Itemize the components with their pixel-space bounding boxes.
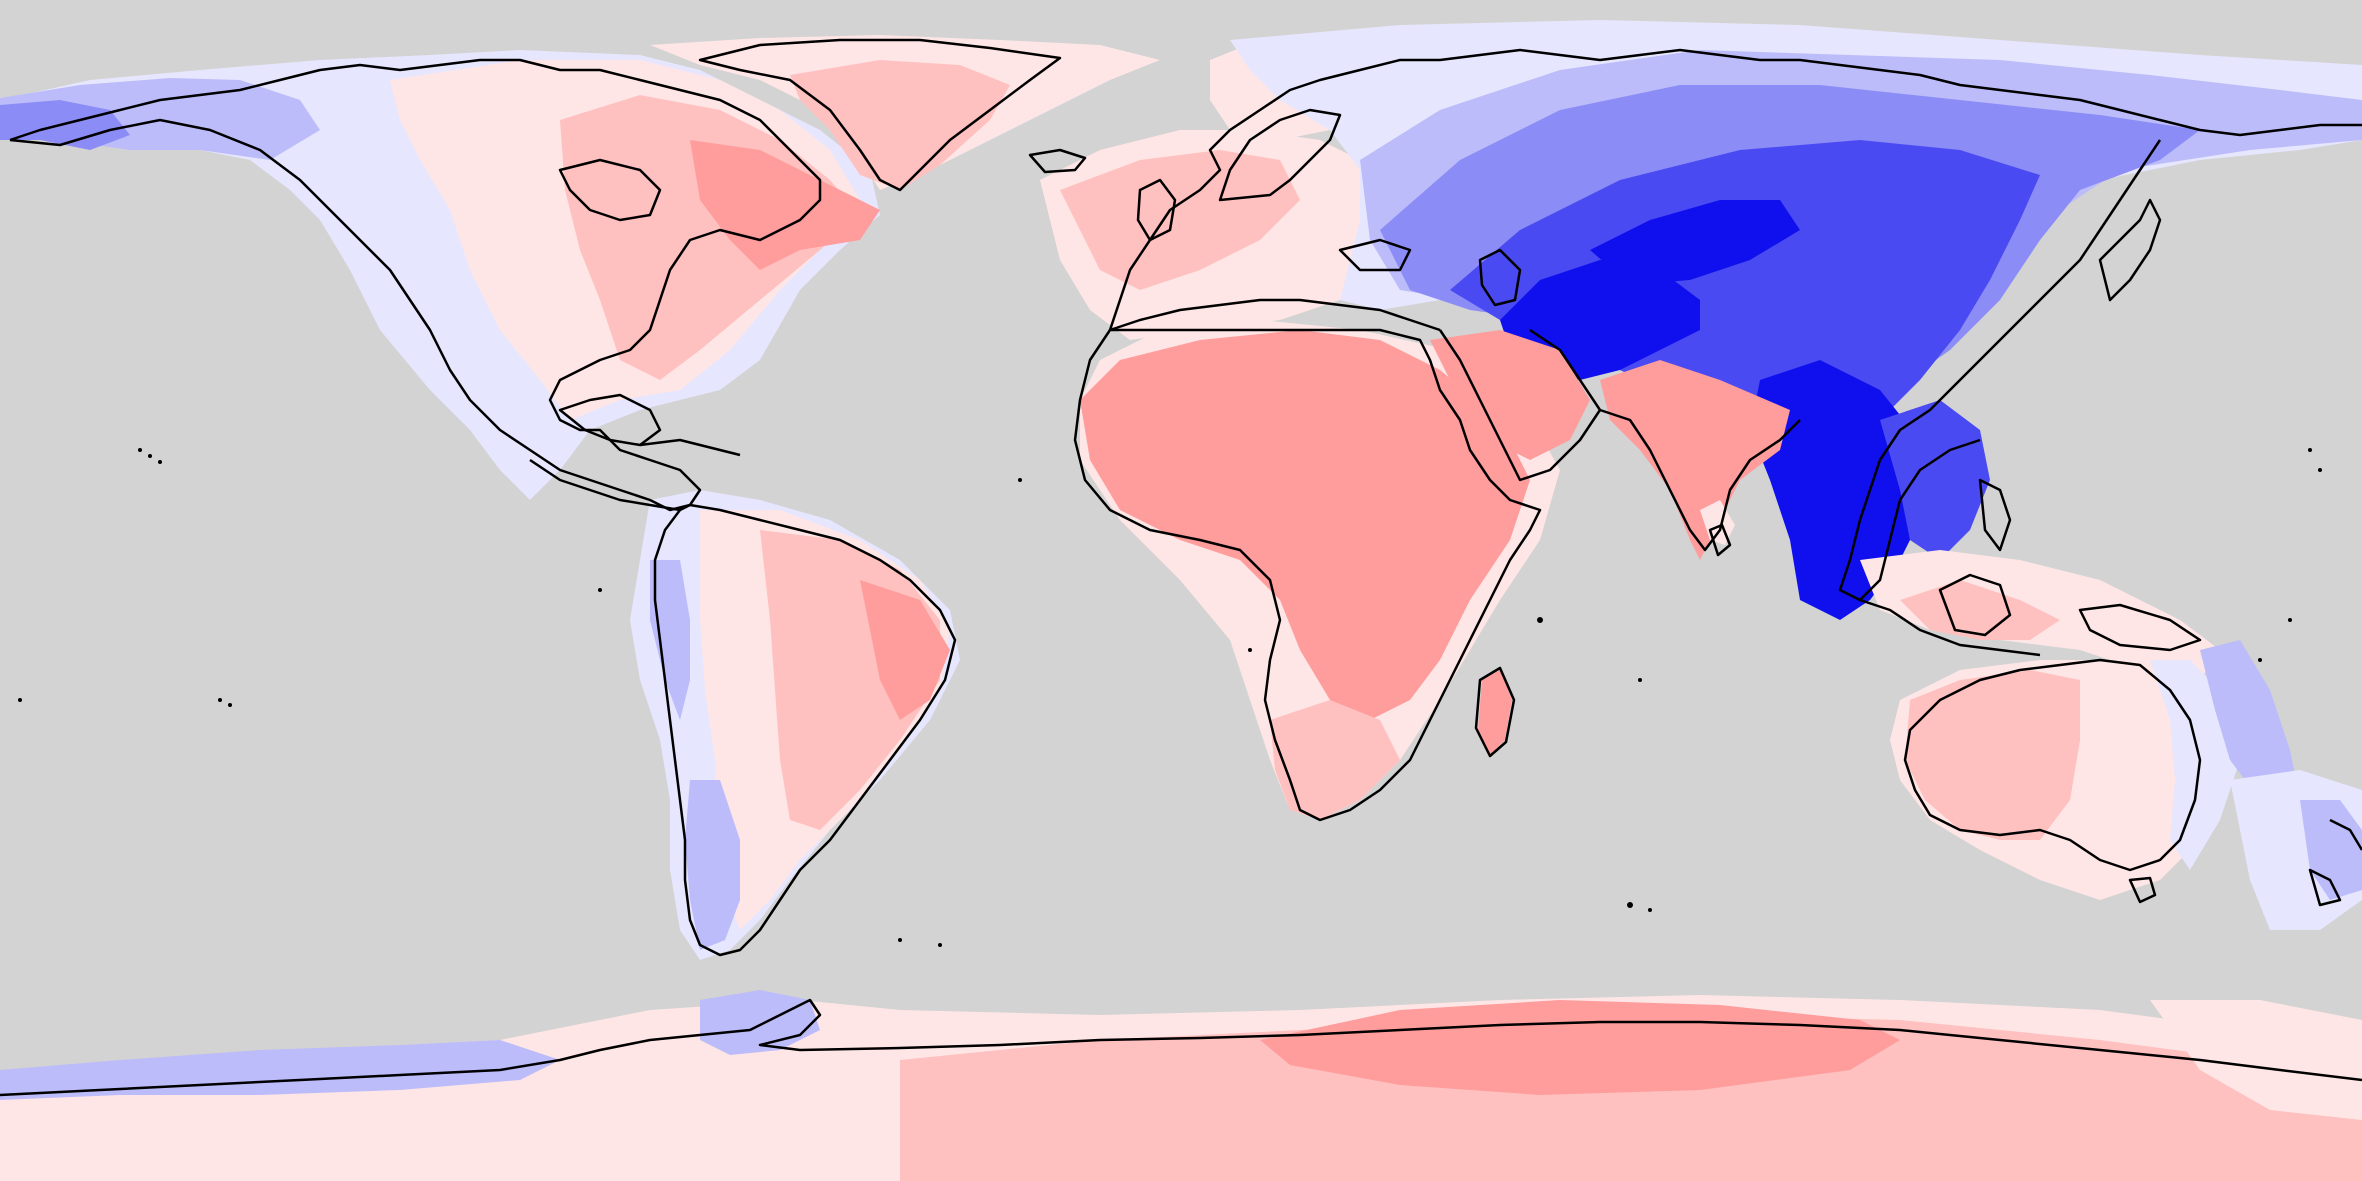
india-red (1600, 360, 1790, 560)
island-dot (598, 588, 602, 592)
coral-sea-blue (2200, 640, 2300, 800)
island-dot (1537, 617, 1543, 623)
coastline-tasmania (2128, 876, 2157, 904)
island-dot (148, 454, 152, 458)
island-dot (18, 698, 22, 702)
island-dot (138, 448, 142, 452)
africa-anomaly (1080, 320, 1590, 820)
greenland-core (790, 60, 1010, 190)
coastline-africa (1073, 328, 1542, 822)
asia-blue-south-china (1880, 400, 1990, 560)
island-dot (158, 460, 162, 464)
island-dot (2288, 618, 2292, 622)
coastline-arabia (1438, 328, 1602, 482)
island-dot (1638, 678, 1642, 682)
coastline-north-america (9, 58, 822, 512)
coastline-south-america (653, 503, 957, 957)
island-dot (2308, 448, 2312, 452)
coastline-philippines (1978, 478, 2012, 552)
asia-blue-ribbon (1590, 200, 1800, 285)
antarctica-light-red (900, 1015, 2362, 1181)
coastline-new-zealand (2308, 818, 2362, 907)
africa-red (1080, 330, 1530, 720)
coastline-australia (1903, 658, 2202, 872)
patagonia-blue (685, 780, 740, 950)
island-dot (1648, 908, 1652, 912)
coastline-india (1599, 408, 1801, 552)
coastline-iceland (1028, 148, 1087, 174)
coastline-east-asia (1838, 139, 2162, 602)
island-dot (2258, 658, 2262, 662)
island-dot (898, 938, 902, 942)
europe-red (1060, 150, 1300, 290)
coastline-gulf (558, 393, 662, 447)
coastline-cuba (639, 438, 741, 457)
new-zealand-blue (2300, 800, 2362, 900)
coastline-antarctica (0, 998, 2362, 1097)
island-dot (218, 698, 222, 702)
coastline-new-guinea (2078, 603, 2202, 652)
antarctica-west-blue (0, 1040, 560, 1100)
island-dot (938, 943, 942, 947)
australia-light-red (1905, 670, 2080, 840)
coastline-britain (1136, 178, 1177, 242)
island-dot (1248, 648, 1252, 652)
coastline-scandinavia (1218, 108, 1342, 202)
arabia-red (1430, 330, 1590, 460)
small-islands (18, 448, 2322, 947)
indonesia-red (1900, 580, 2060, 640)
africa-south-light (1270, 700, 1400, 820)
north-america-red-east (690, 140, 880, 270)
brazil-red (860, 580, 950, 720)
island-dot (1627, 902, 1633, 908)
south-america-anomaly (630, 490, 960, 960)
coastline-madagascar (1474, 666, 1516, 758)
island-dot (1018, 478, 1022, 482)
coastlines (0, 38, 2362, 1097)
coastline-black-caspian (1338, 238, 1522, 307)
coastline-japan (2098, 198, 2162, 302)
antarctica-anomaly (0, 990, 2362, 1181)
coastline-sri-lanka (1708, 523, 1732, 557)
coastline-sumatra-java (1859, 598, 2041, 657)
antarctica-east-pale (2150, 1000, 2362, 1120)
island-dot (2318, 468, 2322, 472)
island-dot (228, 703, 232, 707)
coastline-borneo (1938, 573, 2012, 637)
andes-blue (650, 560, 690, 720)
oceania-anomaly (1860, 550, 2362, 930)
greenland-anomaly (650, 35, 1160, 190)
asia-blue (1450, 140, 2040, 460)
coastline-greenland (698, 38, 1062, 192)
coastline-eurasia (1108, 48, 2362, 331)
coastline-mediterranean (1109, 298, 1441, 332)
coastline-hudson (558, 158, 662, 222)
madagascar-red (1478, 670, 1512, 755)
coastline-central-america (529, 458, 681, 512)
